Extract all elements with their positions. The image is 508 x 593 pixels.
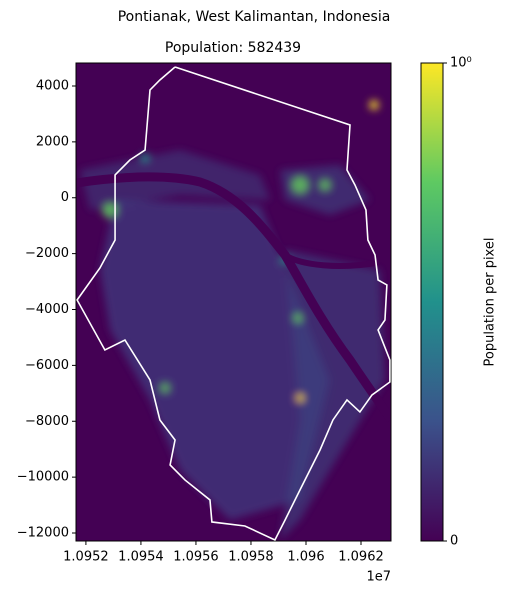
y-tick-label: 4000: [36, 78, 69, 93]
chart-subtitle: Population: 582439: [165, 40, 301, 56]
y-tick-label: −2000: [25, 246, 69, 261]
y-tick-label: −12000: [17, 526, 69, 541]
boundary-line: [76, 66, 391, 541]
colorbar-label: Population per pixel: [483, 238, 498, 367]
x-tick-label: 1.0962: [338, 550, 384, 565]
y-tick-label: −8000: [25, 414, 69, 429]
plot-frame: [75, 62, 392, 542]
raster: [76, 63, 391, 541]
chart-title: Pontianak, West Kalimantan, Indonesia: [118, 9, 391, 25]
x-offset-label: 1e7: [366, 570, 391, 585]
y-tick-label: 2000: [36, 134, 69, 149]
colorbar: [420, 62, 444, 542]
x-tick-label: 1.0952: [63, 550, 109, 565]
x-tick-label: 1.096: [287, 550, 324, 565]
x-tick-label: 1.0958: [228, 550, 274, 565]
x-tick-label: 1.0954: [118, 550, 164, 565]
colorbar-tick-label: 0: [450, 534, 458, 549]
x-tick-label: 1.0956: [173, 550, 219, 565]
y-tick-label: −10000: [17, 470, 69, 485]
y-tick-label: 0: [61, 190, 69, 205]
colorbar-tick-label: 10⁰: [450, 56, 472, 71]
y-tick-label: −6000: [25, 358, 69, 373]
y-tick-label: −4000: [25, 302, 69, 317]
